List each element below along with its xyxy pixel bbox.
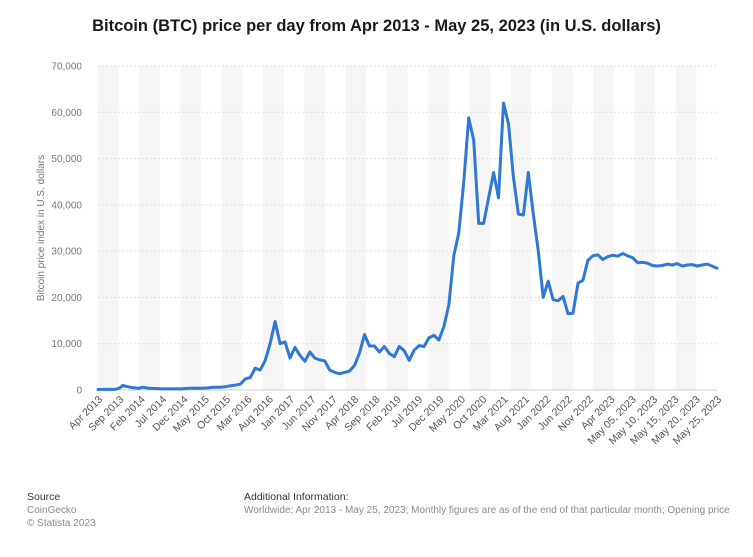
copyright: © Statista 2023 — [27, 518, 96, 529]
y-tick-label: 70,000 — [51, 62, 82, 73]
plot-band — [634, 66, 656, 390]
plot-band — [593, 66, 614, 390]
plot-background-bands — [98, 66, 697, 390]
y-tick-label: 20,000 — [51, 293, 82, 304]
gridlines — [98, 65, 717, 391]
plot-band — [386, 66, 408, 390]
plot-band — [221, 66, 243, 390]
y-tick-label: 30,000 — [51, 247, 82, 258]
plot-band — [345, 66, 367, 390]
y-tick-label: 40,000 — [51, 200, 82, 211]
y-axis-label: Bitcoin price index in U.S. dollars — [36, 155, 47, 301]
y-tick-label: 0 — [76, 386, 82, 397]
y-axis-ticks: 0 10,000 20,000 30,000 40,000 50,000 60,000 70,… — [51, 62, 82, 397]
series-layer — [96, 101, 719, 391]
additional-info-block: Additional Information: Worldwide; Apr 2… — [244, 491, 730, 517]
source-name: CoinGecko — [27, 505, 77, 516]
plot-band — [263, 66, 284, 390]
info-heading: Additional Information: — [244, 491, 349, 503]
y-tick-label: 50,000 — [51, 154, 82, 165]
info-text: Worldwide; Apr 2013 - May 25, 2023; Mont… — [244, 505, 730, 516]
source-block: Source CoinGecko © Statista 2023 — [27, 491, 96, 530]
line-chart: 0 10,000 20,000 30,000 40,000 50,000 60,000 70,… — [36, 62, 724, 448]
y-tick-label: 60,000 — [51, 108, 82, 119]
plot-band — [180, 66, 202, 390]
source-heading: Source — [27, 491, 61, 503]
plot-band — [510, 66, 532, 390]
plot-band — [428, 66, 449, 390]
plot-band — [675, 66, 697, 390]
y-tick-label: 10,000 — [51, 339, 82, 350]
price-line — [96, 101, 719, 391]
plot-band — [551, 66, 573, 390]
plot-band — [304, 66, 325, 390]
plot-band — [139, 66, 160, 390]
plot-band — [469, 66, 491, 390]
chart-title: Bitcoin (BTC) price per day from Apr 201… — [92, 17, 661, 35]
plot-band — [98, 66, 119, 390]
